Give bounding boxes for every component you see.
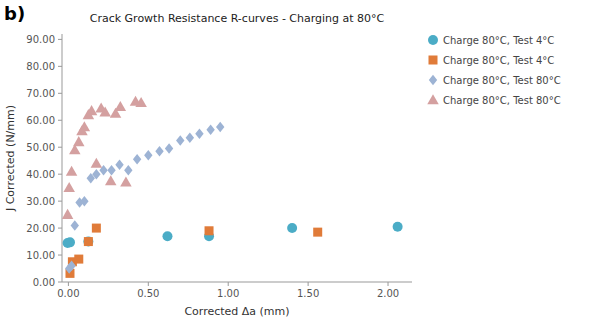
y-tick xyxy=(58,282,62,283)
legend-label: Charge 80°C, Test 4°C xyxy=(443,35,554,46)
x-tick xyxy=(68,282,69,286)
y-tick xyxy=(58,93,62,94)
legend-label: Charge 80°C, Test 80°C xyxy=(443,95,561,106)
x-tick xyxy=(308,282,309,286)
point xyxy=(186,133,194,144)
x-tick-label: 0.50 xyxy=(137,288,159,299)
chart: 0.00 0.50 1.00 1.50 2.00 0.00 10.00 20.00 30.00 4… xyxy=(0,0,600,329)
point xyxy=(73,136,85,146)
point xyxy=(107,165,115,176)
point xyxy=(165,143,173,154)
point xyxy=(105,175,117,185)
legend-label: Charge 80°C, Test 80°C xyxy=(443,75,561,86)
point xyxy=(133,154,141,165)
point xyxy=(393,222,403,232)
y-tick-label: 80.00 xyxy=(26,61,55,72)
legend-label: Charge 80°C, Test 4°C xyxy=(443,55,554,66)
point xyxy=(66,166,78,176)
y-tick xyxy=(58,39,62,40)
point xyxy=(176,135,184,146)
point xyxy=(99,106,111,116)
point xyxy=(195,128,203,139)
legend-marker xyxy=(429,56,438,65)
point xyxy=(216,122,224,133)
point xyxy=(86,105,98,115)
point xyxy=(124,165,132,176)
point xyxy=(62,209,73,219)
point xyxy=(91,158,103,168)
y-tick xyxy=(58,255,62,256)
y-axis-label: J Corrected (N/mm) xyxy=(4,105,17,212)
point xyxy=(71,220,79,231)
y-tick xyxy=(58,120,62,121)
title: Crack Growth Resistance R-curves - Charg… xyxy=(90,12,385,25)
y-tick-label: 30.00 xyxy=(26,196,55,207)
legend-marker xyxy=(428,35,438,45)
point xyxy=(74,255,83,264)
point xyxy=(92,169,100,180)
point xyxy=(115,159,123,170)
point xyxy=(135,97,147,107)
y-axis-line xyxy=(62,34,63,282)
y-tick-label: 50.00 xyxy=(26,142,55,153)
legend-marker xyxy=(427,94,439,104)
point xyxy=(80,196,88,207)
x-tick xyxy=(228,282,229,286)
y-tick xyxy=(58,66,62,67)
panel-label: b) xyxy=(4,3,25,24)
point xyxy=(155,146,163,157)
x-tick-label: 1.00 xyxy=(217,288,239,299)
y-tick-label: 60.00 xyxy=(26,115,55,126)
y-tick xyxy=(58,201,62,202)
y-tick-label: 90.00 xyxy=(26,34,55,45)
y-tick-label: 10.00 xyxy=(26,250,55,261)
y-tick-label: 0.00 xyxy=(33,277,55,288)
point xyxy=(92,224,101,233)
legend-marker xyxy=(429,75,437,86)
x-tick-label: 0.00 xyxy=(57,288,79,299)
point xyxy=(63,182,75,192)
point xyxy=(83,237,93,247)
x-tick xyxy=(148,282,149,286)
point xyxy=(144,150,152,161)
plot-area xyxy=(62,96,403,278)
y-tick-label: 40.00 xyxy=(26,169,55,180)
y-tick xyxy=(58,147,62,148)
point xyxy=(205,226,214,235)
point xyxy=(206,124,214,134)
x-axis-line xyxy=(62,282,412,283)
point xyxy=(313,228,322,237)
point xyxy=(84,237,93,246)
y-tick-label: 20.00 xyxy=(26,223,55,234)
point xyxy=(120,177,132,187)
y-tick xyxy=(58,228,62,229)
y-tick-label: 70.00 xyxy=(26,88,55,99)
x-axis-label: Corrected Δa (mm) xyxy=(184,305,289,318)
point xyxy=(67,261,75,272)
point xyxy=(79,121,91,131)
x-tick-label: 2.00 xyxy=(377,288,399,299)
x-tick xyxy=(388,282,389,286)
point xyxy=(287,223,297,233)
point xyxy=(65,237,75,247)
x-tick-label: 1.50 xyxy=(297,288,319,299)
point xyxy=(162,231,172,241)
y-tick xyxy=(58,174,62,175)
point xyxy=(115,101,127,111)
